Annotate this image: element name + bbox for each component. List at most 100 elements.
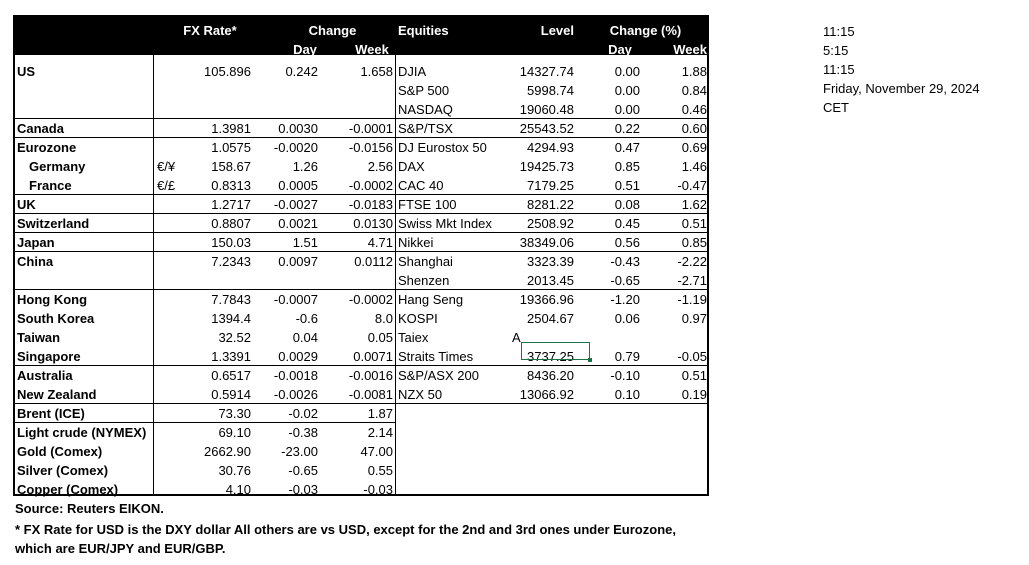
fx-country-cell: Copper (Comex) bbox=[17, 482, 119, 497]
eq-name-cell: Swiss Mkt Index bbox=[398, 216, 492, 231]
eq-name-cell: CAC 40 bbox=[398, 178, 444, 193]
eq-week-cell: -0.47 bbox=[677, 178, 707, 193]
eq-day-cell: 0.22 bbox=[614, 121, 640, 136]
row-separator bbox=[15, 232, 707, 233]
row-separator bbox=[15, 118, 707, 119]
header-week: Week bbox=[355, 42, 389, 57]
eq-week-cell: 0.69 bbox=[681, 140, 707, 155]
header-fx-rate: FX Rate* bbox=[183, 23, 237, 38]
fx-rate-cell: 150.03 bbox=[211, 235, 251, 250]
fx-rate-cell: 1.3391 bbox=[211, 349, 251, 364]
fx-week-cell: 0.0112 bbox=[354, 254, 393, 269]
eq-week-cell: 1.46 bbox=[681, 159, 707, 174]
fx-country-cell: France bbox=[29, 178, 72, 193]
eq-name-cell: Taiex bbox=[398, 330, 429, 345]
fx-rate-cell: 1394.4 bbox=[211, 311, 251, 326]
fx-week-cell: -0.0081 bbox=[348, 387, 393, 402]
eq-name-cell: DAX bbox=[398, 159, 425, 174]
header-background bbox=[15, 17, 707, 55]
eq-week-cell: 1.62 bbox=[681, 197, 707, 212]
header-equities: Equities bbox=[398, 23, 449, 38]
fx-day-cell: -0.0007 bbox=[273, 292, 318, 307]
fx-rate-cell: 4.10 bbox=[225, 482, 251, 497]
column-divider bbox=[395, 17, 396, 496]
fx-rate-cell: 1.3981 bbox=[211, 121, 251, 136]
header-fill bbox=[15, 17, 707, 55]
fx-day-cell bbox=[251, 100, 318, 119]
fill-handle[interactable] bbox=[588, 358, 592, 362]
eq-week-cell: -0.05 bbox=[677, 349, 707, 364]
fx-day-cell: 0.0097 bbox=[278, 254, 318, 269]
fx-day-cell: -0.0018 bbox=[273, 368, 318, 383]
fx-week-cell: 0.05 bbox=[367, 330, 393, 345]
fx-cur-cell: €/£ bbox=[157, 178, 176, 193]
fx-country-cell: Singapore bbox=[17, 349, 81, 364]
eq-week-cell: 0.51 bbox=[681, 216, 707, 231]
eq-day-cell: 0.85 bbox=[614, 159, 640, 174]
fx-day-cell: 0.242 bbox=[285, 64, 318, 79]
time-2: 5:15 bbox=[823, 43, 849, 58]
eq-level-cell: 13066.92 bbox=[519, 387, 574, 402]
fx-rate-cell: 0.8807 bbox=[211, 216, 251, 231]
fx-day-cell: -0.03 bbox=[288, 482, 318, 497]
eq-level-cell: A bbox=[512, 330, 521, 345]
eq-name-cell: NASDAQ bbox=[398, 102, 453, 117]
fx-country-cell bbox=[17, 100, 157, 119]
fx-rate-cell: 7.2343 bbox=[211, 254, 251, 269]
eq-week-cell: 0.60 bbox=[681, 121, 707, 136]
row-separator bbox=[15, 213, 707, 214]
eq-level-cell: 19060.48 bbox=[519, 102, 574, 117]
eq-week-cell: 0.46 bbox=[681, 102, 707, 117]
eq-level-cell: 19366.96 bbox=[519, 292, 574, 307]
header-eq-day: Day bbox=[608, 42, 632, 57]
fx-day-cell bbox=[251, 271, 318, 290]
row-separator bbox=[15, 403, 707, 404]
fx-country-cell: South Korea bbox=[17, 311, 95, 326]
fx-week-cell: -0.0016 bbox=[348, 368, 393, 383]
eq-week-cell: 0.51 bbox=[681, 368, 707, 383]
eq-level-cell: 38349.06 bbox=[519, 235, 574, 250]
eq-week-cell: 0.97 bbox=[681, 311, 707, 326]
fx-week-cell bbox=[318, 100, 393, 119]
fx-country-cell: Eurozone bbox=[17, 140, 77, 155]
fx-country-cell: New Zealand bbox=[17, 387, 97, 402]
fx-country-cell: Australia bbox=[17, 368, 73, 383]
eq-week-cell: -1.19 bbox=[677, 292, 707, 307]
eq-day-cell: 0.00 bbox=[614, 83, 640, 98]
fx-week-cell: 2.14 bbox=[367, 425, 393, 440]
eq-level-cell: 3323.39 bbox=[527, 254, 574, 269]
eq-day-cell: -0.43 bbox=[610, 254, 640, 269]
fx-week-cell: 0.55 bbox=[367, 463, 393, 478]
row-separator bbox=[15, 137, 707, 138]
footnote-line-2: which are EUR/JPY and EUR/GBP. bbox=[15, 541, 226, 556]
eq-name-cell: KOSPI bbox=[398, 311, 438, 326]
timezone-label: CET bbox=[823, 100, 849, 115]
fx-week-cell: 8.0 bbox=[374, 311, 393, 326]
fx-day-cell: -0.38 bbox=[288, 425, 318, 440]
eq-level-cell: 8281.22 bbox=[527, 197, 574, 212]
fx-week-cell bbox=[318, 81, 393, 100]
eq-level-cell: 14327.74 bbox=[519, 64, 574, 79]
fx-day-cell bbox=[251, 81, 318, 100]
fx-rate-cell: 2662.90 bbox=[204, 444, 251, 459]
fx-rate-cell: 105.896 bbox=[204, 64, 251, 79]
fx-country-cell: US bbox=[17, 64, 36, 79]
fx-day-cell: -0.02 bbox=[288, 406, 318, 421]
eq-name-cell: NZX 50 bbox=[398, 387, 443, 402]
header-level: Level bbox=[540, 23, 574, 38]
fx-rate-cell bbox=[155, 100, 251, 119]
fx-country-cell: UK bbox=[17, 197, 36, 212]
eq-day-cell: 0.51 bbox=[614, 178, 640, 193]
fx-country-cell bbox=[17, 81, 157, 100]
fx-day-cell: -0.0027 bbox=[273, 197, 318, 212]
eq-level-cell: 25543.52 bbox=[519, 121, 574, 136]
selected-cell-outline[interactable] bbox=[521, 342, 590, 360]
eq-name-cell: S&P/TSX bbox=[398, 121, 453, 136]
eq-name-cell: Nikkei bbox=[398, 235, 434, 250]
fx-week-cell: 0.0071 bbox=[353, 349, 393, 364]
row-separator bbox=[15, 365, 707, 366]
fx-country-cell: Switzerland bbox=[17, 216, 90, 231]
eq-level-cell: 4294.93 bbox=[527, 140, 574, 155]
fx-week-cell: -0.0002 bbox=[348, 178, 393, 193]
eq-level-cell: 19425.73 bbox=[519, 159, 574, 174]
